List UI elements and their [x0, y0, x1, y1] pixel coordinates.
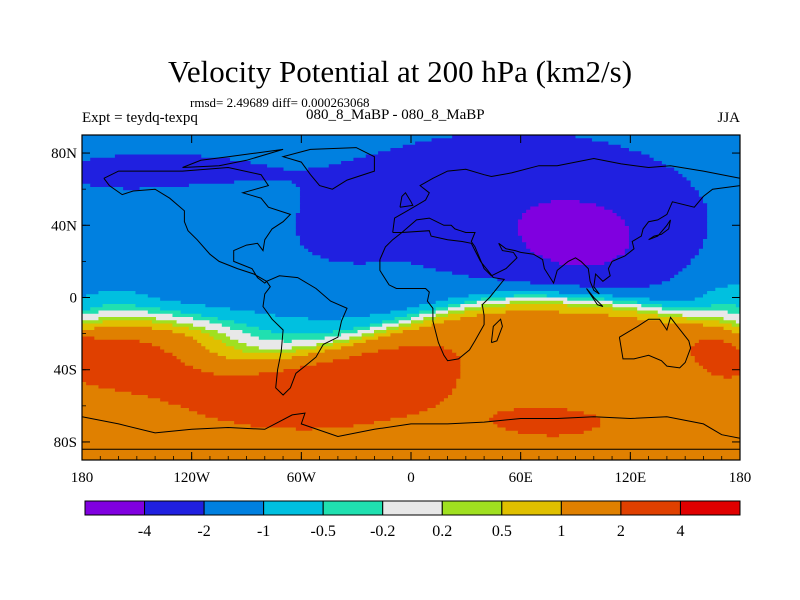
colorbar-label: -2	[197, 523, 210, 540]
colorbar-label: 1	[557, 523, 565, 540]
colorbar-swatch	[501, 500, 562, 516]
colorbar-swatch	[441, 500, 503, 516]
case-label: 080_8_MaBP - 080_8_MaBP	[306, 107, 485, 123]
rmsd-diff-stats: rmsd= 2.49689 diff= 0.000263068	[190, 95, 370, 110]
coastline-7	[586, 288, 604, 307]
coastline-4	[379, 230, 506, 362]
coastline-5	[618, 316, 692, 369]
colorbar-label: -4	[138, 523, 151, 540]
colorbar-swatch	[203, 500, 265, 516]
colorbar-label: 2	[617, 523, 625, 540]
x-tick-label: 60W	[287, 470, 317, 486]
coastline-2	[262, 275, 348, 396]
x-tick-label: 60E	[509, 470, 533, 486]
coastline-8	[648, 219, 671, 241]
coastline-10	[82, 412, 740, 439]
colorbar-swatch	[144, 500, 205, 516]
x-tick-label: 0	[407, 470, 415, 486]
y-tick-label: 0	[70, 291, 78, 307]
colorbar-swatch	[679, 500, 741, 516]
colorbar-label: -0.5	[311, 523, 336, 540]
y-tick-label: 80S	[54, 435, 77, 451]
coastline-11	[182, 148, 284, 168]
y-tick-label: 40S	[54, 363, 77, 379]
x-axis: 180 120W 60W 0 60E 120E 180	[71, 135, 752, 486]
coastline-9	[490, 318, 503, 344]
coastline-0	[103, 166, 292, 284]
x-tick-label: 120E	[614, 470, 646, 486]
chart-title: Velocity Potential at 200 hPa (km2/s)	[167, 54, 633, 89]
x-tick-label: 180	[71, 470, 94, 486]
colorbar-swatch	[84, 500, 146, 516]
colorbar-swatch	[620, 500, 681, 516]
colorbar-label: -0.2	[370, 523, 395, 540]
experiment-label: Expt = teydq-texpq	[82, 110, 198, 126]
x-tick-label: 180	[729, 470, 752, 486]
colorbar-swatch	[263, 500, 324, 516]
contour-fill-field	[82, 135, 740, 460]
colorbar-swatch	[382, 500, 443, 516]
x-tick-label: 120W	[173, 470, 211, 486]
season-label: JJA	[717, 110, 740, 126]
colorbar-swatch	[560, 500, 622, 516]
colorbar-label: 0.2	[432, 523, 452, 540]
colorbar: -4 -2 -1 -0.5 -0.2 0.2 0.5 1 2 4	[84, 500, 741, 540]
y-axis: 80N 40N 0 40S 80S	[51, 146, 740, 451]
colorbar-swatch	[322, 500, 384, 516]
y-tick-label: 80N	[51, 146, 77, 162]
coastlines	[82, 147, 740, 450]
coastline-3	[392, 157, 740, 295]
colorbar-label: 4	[676, 523, 684, 540]
colorbar-label: 0.5	[492, 523, 512, 540]
colorbar-label: -1	[257, 523, 270, 540]
coastline-6	[399, 191, 414, 208]
y-tick-label: 40N	[51, 218, 77, 234]
coastline-1	[281, 147, 375, 190]
